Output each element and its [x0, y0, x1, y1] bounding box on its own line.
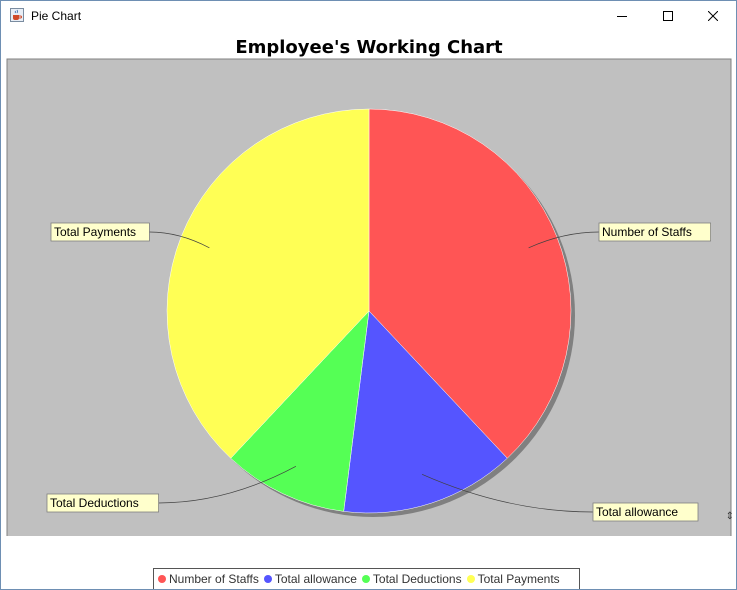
label-connector — [149, 231, 210, 249]
slice-label-box — [50, 222, 150, 242]
label-connector — [421, 473, 594, 513]
chart-title: Employee's Working Chart — [235, 37, 503, 58]
minimize-button[interactable] — [599, 1, 645, 31]
legend-item: Total Payments — [466, 572, 560, 586]
minimize-icon — [617, 16, 627, 17]
pie-chart: Employee's Working Chart Number of Staff… — [6, 37, 732, 536]
legend-label: Number of Staffs — [169, 572, 259, 586]
legend-swatch — [466, 575, 475, 583]
maximize-icon — [663, 11, 673, 21]
slice-label-box — [46, 493, 159, 513]
close-button[interactable] — [690, 1, 736, 31]
legend-swatch — [158, 575, 166, 583]
pie-slice-total-allowance[interactable] — [343, 310, 508, 514]
legend-label: Total Deductions — [372, 572, 462, 586]
slice-label-box — [592, 502, 699, 522]
maximize-button[interactable] — [645, 1, 691, 31]
slice-label: Total Deductions — [50, 496, 139, 510]
slice-label-box — [598, 222, 711, 242]
label-connector — [528, 231, 600, 249]
slice-label: Total Payments — [54, 225, 136, 239]
legend-item: Number of Staffs — [158, 572, 259, 586]
legend-label: Total Payments — [477, 572, 560, 586]
legend-swatch — [361, 575, 370, 583]
slice-label: Number of Staffs — [602, 225, 692, 239]
legend-item: Total Deductions — [361, 572, 462, 586]
chart-legend: Number of Staffs Total allowance Total Ded… — [153, 568, 580, 589]
slice-label: Total allowance — [596, 505, 678, 519]
legend-label: Total allowance — [274, 572, 357, 586]
resize-handle[interactable]: ⇕ — [725, 511, 734, 522]
label-connector — [158, 466, 297, 504]
legend-swatch — [263, 575, 272, 583]
chart-area: Employee's Working Chart Number of Staff… — [1, 31, 736, 589]
title-bar[interactable]: Pie Chart — [1, 1, 736, 31]
legend-item: Total allowance — [263, 572, 357, 586]
pie-slice-total-deductions[interactable] — [230, 310, 370, 512]
pie-slice-number-of-staffs[interactable] — [368, 108, 572, 459]
window-title: Pie Chart — [31, 9, 82, 23]
close-icon — [708, 11, 718, 21]
java-cup-icon — [10, 8, 24, 22]
